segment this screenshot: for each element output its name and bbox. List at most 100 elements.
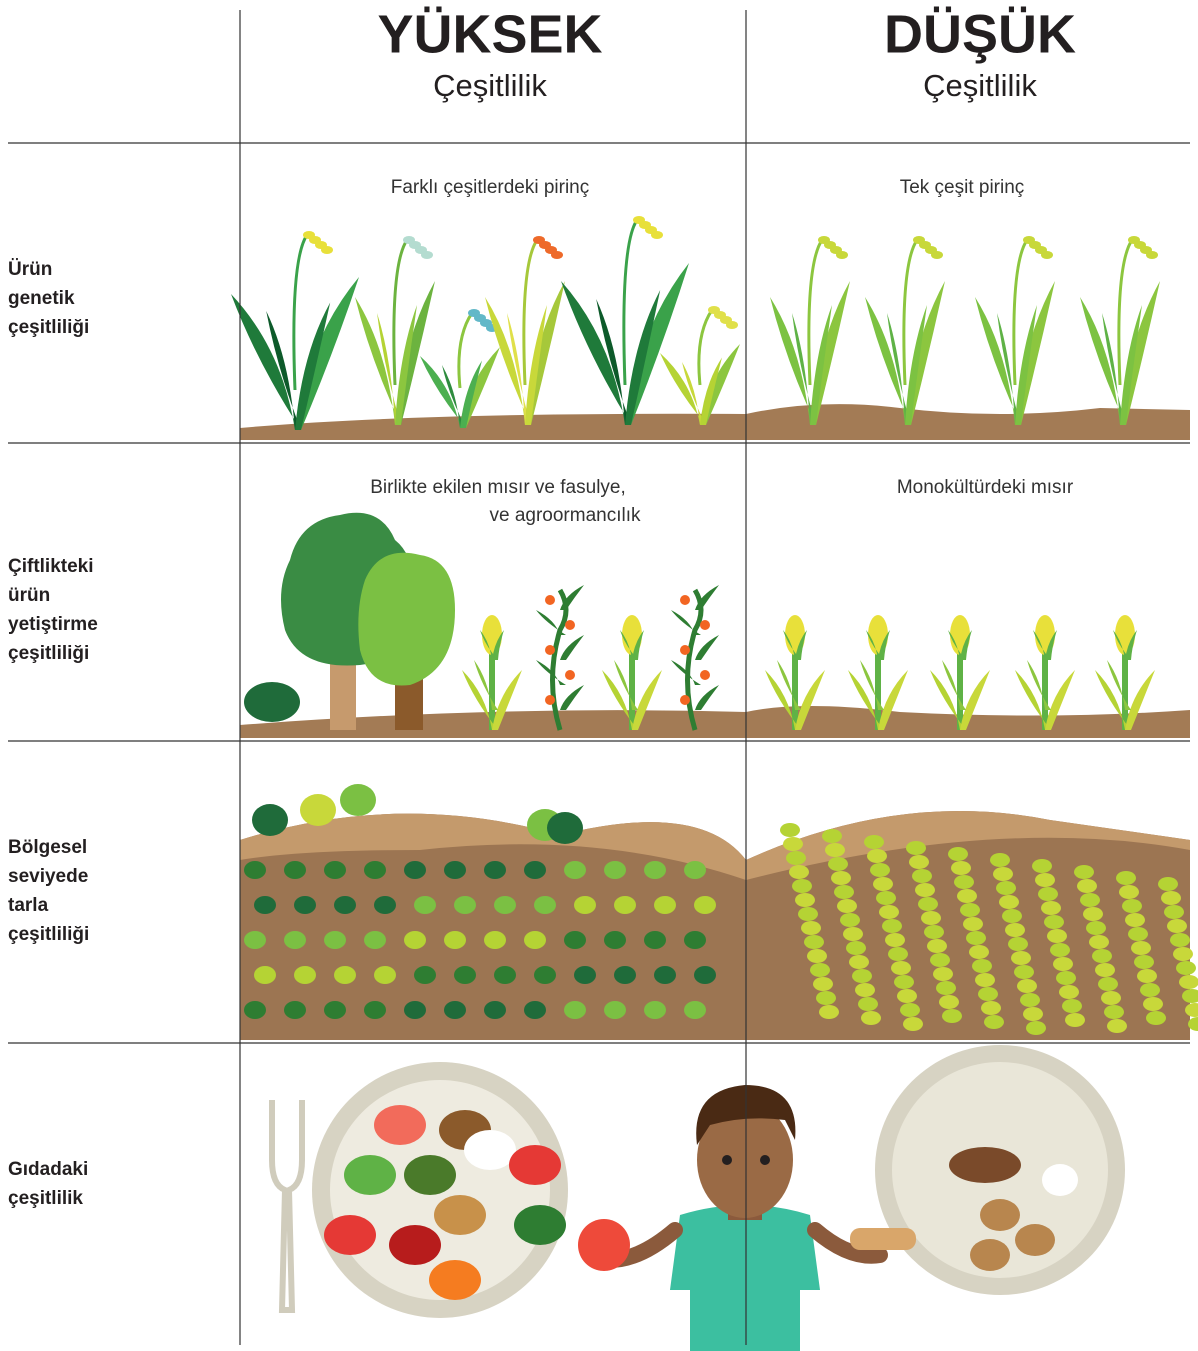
crop <box>810 963 830 977</box>
leaf <box>561 281 631 425</box>
row-label: Gıdadaki <box>8 1159 88 1180</box>
crop <box>374 896 396 914</box>
leaf <box>395 305 417 425</box>
crop <box>454 896 476 914</box>
crop <box>1032 859 1052 873</box>
crop <box>1053 957 1073 971</box>
food <box>434 1195 486 1235</box>
hilltop <box>240 811 1190 880</box>
leaf <box>1015 670 1051 730</box>
crop <box>852 969 872 983</box>
crop <box>939 995 959 1009</box>
crop <box>795 893 815 907</box>
crop <box>614 966 636 984</box>
crop <box>825 843 845 857</box>
crop <box>933 967 953 981</box>
leaf <box>1095 670 1131 730</box>
leaf <box>1120 305 1142 425</box>
leaf <box>525 305 547 425</box>
crop <box>897 989 917 1003</box>
grain <box>551 251 563 259</box>
leaf <box>596 299 631 425</box>
crop <box>1056 971 1076 985</box>
crop <box>816 991 836 1005</box>
crop <box>524 1001 546 1019</box>
leaf <box>948 630 966 660</box>
crop <box>1014 965 1034 979</box>
crop <box>1164 905 1184 919</box>
crop <box>564 931 586 949</box>
food <box>429 1260 481 1300</box>
grain <box>726 321 738 329</box>
stem <box>902 239 919 386</box>
crop <box>978 987 998 1001</box>
leaf <box>783 630 801 660</box>
crop <box>894 975 914 989</box>
crop <box>1008 937 1028 951</box>
crop <box>364 931 386 949</box>
crop <box>876 891 896 905</box>
crop <box>1107 1019 1127 1033</box>
crop <box>900 1003 920 1017</box>
leaf <box>231 294 301 430</box>
crop <box>924 925 944 939</box>
crop <box>1104 1005 1124 1019</box>
crop <box>801 921 821 935</box>
stem <box>1117 239 1134 386</box>
crop <box>957 889 977 903</box>
row-label: seviyede <box>8 866 88 887</box>
crop <box>1092 949 1112 963</box>
leaf <box>700 357 722 425</box>
illustrations <box>231 216 1198 1351</box>
crop <box>861 1011 881 1025</box>
crop <box>444 861 466 879</box>
crop <box>1038 887 1058 901</box>
crop <box>804 935 824 949</box>
food <box>324 1215 376 1255</box>
caption: Monokültürdeki mısır <box>897 477 1074 498</box>
flower <box>545 595 555 605</box>
crop <box>564 1001 586 1019</box>
crop <box>484 861 506 879</box>
leaf <box>866 630 884 660</box>
stem <box>292 234 309 391</box>
crop <box>798 907 818 921</box>
row-label: ürün <box>8 585 50 606</box>
leaf <box>560 685 584 710</box>
crop <box>930 953 950 967</box>
crop <box>404 931 426 949</box>
crop <box>909 855 929 869</box>
crop <box>840 913 860 927</box>
steak <box>949 1147 1021 1183</box>
leaf <box>266 311 301 430</box>
crop <box>1017 979 1037 993</box>
leaf <box>536 660 566 685</box>
grain <box>1041 251 1053 259</box>
crop <box>1122 899 1142 913</box>
crop <box>334 896 356 914</box>
crop <box>819 1005 839 1019</box>
apple <box>578 1219 630 1271</box>
crop <box>942 1009 962 1023</box>
crop <box>534 966 556 984</box>
crop <box>915 883 935 897</box>
leaf <box>1080 297 1126 425</box>
crop <box>1182 989 1198 1003</box>
rice <box>1042 1164 1078 1196</box>
leaf <box>1045 670 1075 730</box>
row-label: çeşitliliği <box>8 643 89 664</box>
leaf <box>930 670 966 730</box>
stem <box>697 309 714 386</box>
crop <box>444 931 466 949</box>
crop <box>1188 1017 1198 1031</box>
row-label: genetik <box>8 288 75 309</box>
crop <box>849 955 869 969</box>
leaf <box>462 670 498 730</box>
leaf <box>795 630 807 660</box>
leaf <box>295 302 331 430</box>
crop <box>644 861 666 879</box>
crop <box>882 919 902 933</box>
crop <box>990 853 1010 867</box>
leaf <box>792 313 816 425</box>
crop <box>484 1001 506 1019</box>
